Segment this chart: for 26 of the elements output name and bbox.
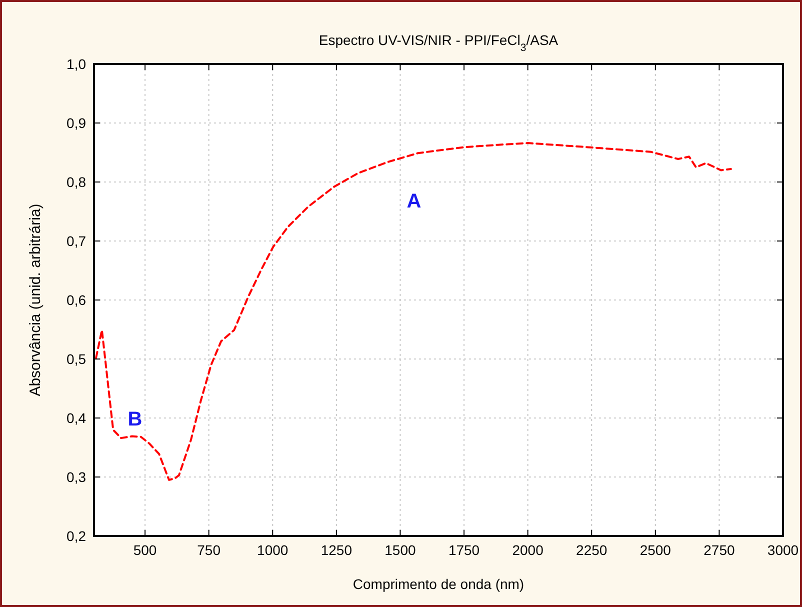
chart-title: Espectro UV-VIS/NIR - PPI/FeCl$_{3}$/ASA: [318, 32, 559, 54]
x-tick-label: 2000: [512, 542, 544, 558]
y-axis-title: Absorvância (unid. arbitrária): [27, 204, 44, 396]
y-tick-label: 0,7: [66, 233, 86, 249]
annotation: B: [128, 408, 142, 430]
x-tick-label: 2750: [704, 542, 735, 558]
x-tick-label: 750: [197, 542, 221, 558]
y-tick-label: 1,0: [66, 56, 86, 72]
y-tick-label: 0,2: [66, 528, 86, 544]
x-tick-label: 3000: [767, 542, 799, 558]
y-tick-label: 0,4: [66, 410, 86, 426]
annotation: A: [406, 190, 422, 212]
y-tick-label: 0,9: [66, 115, 86, 131]
x-axis-title: Comprimento de onda (nm): [352, 576, 524, 592]
x-tick-label: 1500: [384, 542, 416, 558]
x-tick-label: 1750: [448, 542, 480, 558]
line-series: [95, 142, 732, 481]
x-tick-label: 1000: [257, 542, 288, 558]
x-tick-label: 1250: [320, 542, 352, 558]
y-tick-label: 0,6: [66, 292, 86, 308]
y-tick-label: 0,5: [66, 351, 86, 367]
x-tick-label: 2250: [576, 542, 608, 558]
x-tick-label: 2500: [640, 542, 672, 558]
x-tick-label: 500: [133, 542, 157, 558]
y-tick-label: 0,3: [66, 469, 86, 485]
y-tick-label: 0,8: [66, 174, 86, 190]
